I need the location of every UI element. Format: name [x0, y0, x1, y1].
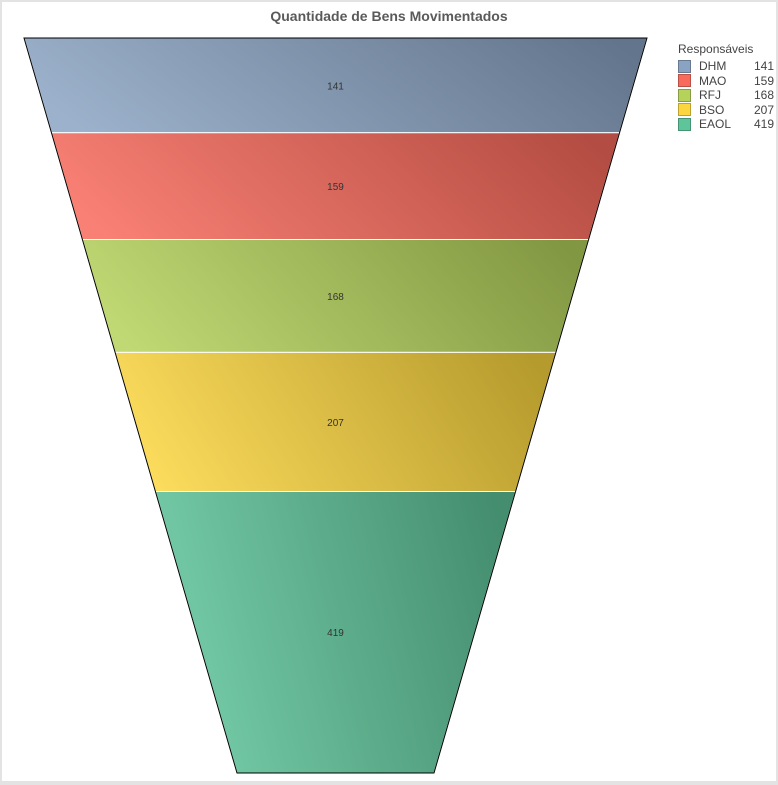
legend-value: 207	[753, 102, 774, 117]
legend-label: BSO	[699, 102, 725, 117]
legend-item[interactable]: RFJ 168	[678, 88, 774, 103]
legend-value: 419	[753, 117, 774, 132]
value-label-rfj: 168	[327, 292, 344, 303]
legend-swatch	[678, 117, 691, 131]
legend-label: DHM	[699, 59, 727, 74]
funnel-outline	[23, 37, 648, 774]
legend-item[interactable]: DHM 141	[678, 59, 774, 74]
legend-label: RFJ	[699, 88, 721, 103]
legend-item[interactable]: MAO 159	[678, 74, 774, 89]
chart-title: Quantidade de Bens Movimentados	[270, 8, 508, 24]
legend-swatch	[678, 88, 691, 102]
value-label-dhm: 141	[327, 81, 344, 92]
legend-item[interactable]: EAOL 419	[678, 117, 774, 132]
legend-value: 168	[753, 88, 774, 103]
value-label-eaol: 419	[327, 628, 344, 639]
legend-value: 141	[753, 59, 774, 74]
value-label-mao: 159	[327, 182, 344, 193]
legend-label: EAOL	[699, 117, 732, 132]
legend-item[interactable]: BSO 207	[678, 103, 774, 118]
legend-title: Responsáveis	[678, 42, 754, 56]
legend: Responsáveis DHM 141 MAO 159 RFJ 168 BSO…	[678, 42, 774, 132]
legend-label: MAO	[699, 73, 727, 88]
legend-swatch	[678, 59, 691, 73]
legend-value: 159	[753, 73, 774, 88]
legend-swatch	[678, 103, 691, 117]
value-label-bso: 207	[327, 418, 344, 429]
legend-swatch	[678, 74, 691, 88]
